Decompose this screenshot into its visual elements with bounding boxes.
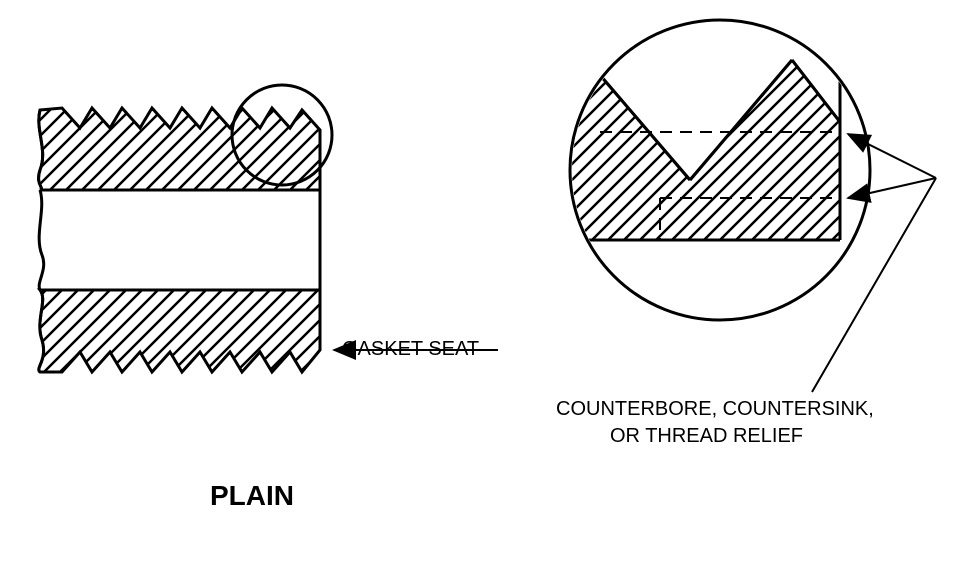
diagram-title: PLAIN bbox=[210, 480, 294, 512]
engineering-drawing-svg bbox=[0, 0, 958, 572]
counterbore-label-line2: OR THREAD RELIEF bbox=[610, 425, 803, 448]
diagram-container: GASKET SEAT COUNTERBORE, COUNTERSINK, OR… bbox=[0, 0, 958, 572]
gasket-seat-label: GASKET SEAT bbox=[342, 338, 479, 361]
detail-view bbox=[570, 20, 870, 320]
counterbore-label-line1: COUNTERBORE, COUNTERSINK, bbox=[556, 398, 874, 421]
main-cross-section bbox=[39, 85, 332, 372]
